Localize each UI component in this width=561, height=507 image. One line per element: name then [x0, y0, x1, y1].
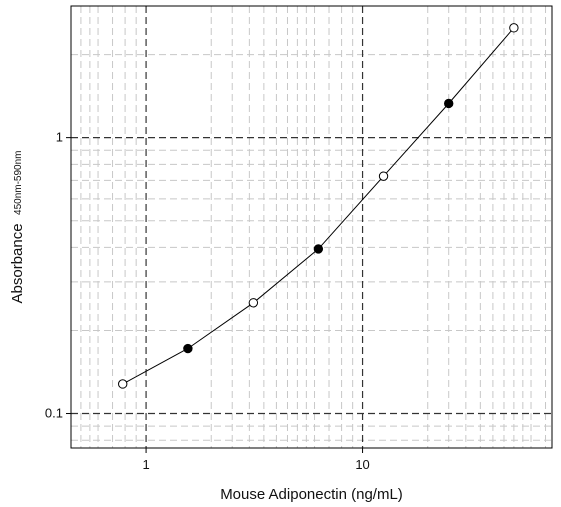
data-point-open: [118, 379, 128, 389]
data-series: [118, 23, 519, 389]
data-point-open: [248, 298, 259, 308]
minor-gridlines: [71, 5, 552, 448]
x-tick-label: 10: [355, 457, 369, 472]
data-point-filled: [444, 98, 454, 109]
data-point-filled: [313, 244, 324, 254]
y-tick-label: 1: [56, 130, 63, 145]
y-tick-label: 0.1: [45, 406, 63, 421]
data-point-filled: [183, 343, 193, 354]
data-point-open: [509, 23, 519, 33]
x-tick-label: 1: [142, 457, 149, 472]
y-axis-title-subscript: 450nm-590nm: [13, 151, 24, 215]
data-point-open: [378, 171, 389, 181]
x-axis-title: Mouse Adiponectin (ng/mL): [220, 486, 403, 503]
axis-ticks: 1 10 0.1 1: [45, 130, 370, 472]
y-axis-title-main: Absorbance: [9, 223, 26, 303]
y-axis-title: Absorbance 450nm-590nm: [9, 151, 26, 304]
plot-frame: [70, 5, 553, 449]
major-gridlines: [71, 6, 552, 448]
